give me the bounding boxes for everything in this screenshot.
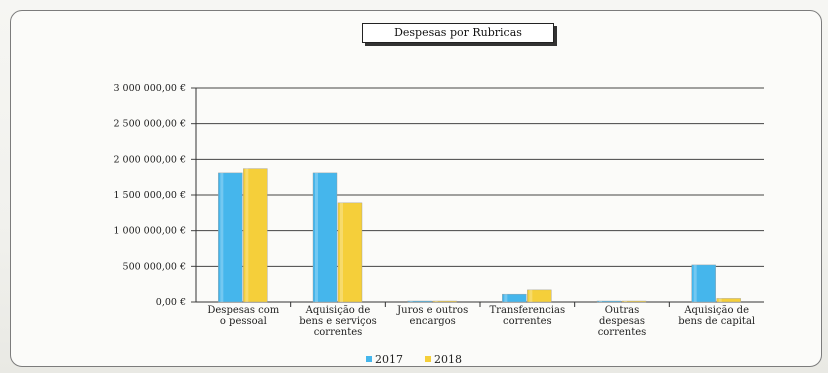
bar-highlight	[529, 289, 533, 302]
x-tick-label: Aquisição de bens de capital	[678, 305, 755, 327]
bar-2017-5	[691, 264, 716, 303]
bar-2017-4	[596, 300, 622, 303]
bar-2018-5	[716, 298, 741, 303]
bar-highlight	[693, 264, 697, 302]
bar-2018-4	[621, 300, 647, 303]
x-tick-label-line: encargos	[410, 316, 456, 327]
bar-2018-1	[337, 202, 363, 303]
x-tick-label: Transferencias correntes	[490, 305, 566, 327]
bar-2017-2	[407, 300, 432, 303]
x-tick-label: Outras despesas correntes	[598, 305, 647, 338]
bar-highlight	[315, 172, 318, 302]
bar-highlight	[220, 172, 224, 302]
bar-2018-2	[432, 300, 457, 303]
x-tick-label-line: correntes	[503, 316, 552, 327]
bar-highlight	[718, 298, 722, 302]
bar-2018-3	[527, 289, 552, 303]
y-tick-label: 1 500 000,00 €	[113, 190, 186, 201]
bar-2017-1	[312, 172, 338, 303]
bar-highlight	[245, 168, 249, 302]
bar-highlight	[340, 202, 343, 302]
y-tick-label: 3 000 000,00 €	[113, 83, 186, 94]
chart-title: Despesas por Rubricas	[362, 23, 554, 43]
y-tick-label: 2 500 000,00 €	[113, 119, 186, 130]
legend-label-2018: 2018	[434, 352, 462, 366]
x-tick-label-line: Transferencias	[490, 305, 566, 316]
bar-highlight	[434, 301, 438, 302]
y-tick-label: 2 000 000,00 €	[113, 154, 186, 165]
x-tick-label: Despesas com o pessoal	[207, 305, 279, 327]
x-tick-label-line: Despesas com	[207, 305, 279, 316]
y-tick-label: 1 000 000,00 €	[113, 226, 186, 237]
x-tick-label-line: Aquisição de	[683, 305, 749, 316]
chart-frame	[10, 10, 822, 367]
legend-swatch-2018	[425, 356, 431, 362]
bar-highlight	[409, 301, 413, 302]
x-tick-label: Aquisição de bens e serviços correntes	[299, 305, 377, 338]
x-tick-label-line: correntes	[598, 327, 647, 338]
x-tick-label: Juros e outros encargos	[396, 305, 468, 327]
y-tick-label: 0,00 €	[156, 297, 186, 308]
x-tick-label-line: Juros e outros	[396, 305, 468, 316]
chart-legend: 2017 2018	[0, 351, 828, 367]
bar-highlight	[624, 301, 627, 302]
x-tick-label-line: bens e serviços	[299, 316, 377, 327]
bar-2018-0	[243, 168, 268, 303]
bar-2017-0	[218, 172, 243, 303]
legend-item-2017: 2017	[366, 351, 403, 367]
x-tick-label-line: Outras	[605, 305, 640, 316]
legend-swatch-2017	[366, 356, 372, 362]
legend-label-2017: 2017	[375, 352, 403, 366]
x-tick-label-line: Aquisição de	[305, 305, 371, 316]
x-tick-label-line: despesas	[599, 316, 645, 327]
y-tick-label: 500 000,00 €	[123, 261, 186, 272]
x-tick-label-line: bens de capital	[678, 316, 755, 327]
x-tick-label-line: o pessoal	[220, 316, 267, 327]
legend-item-2018: 2018	[425, 351, 462, 367]
bar-2017-3	[502, 293, 527, 303]
bar-highlight	[504, 294, 508, 302]
bar-highlight	[599, 301, 602, 302]
x-tick-label-line: correntes	[314, 327, 363, 338]
